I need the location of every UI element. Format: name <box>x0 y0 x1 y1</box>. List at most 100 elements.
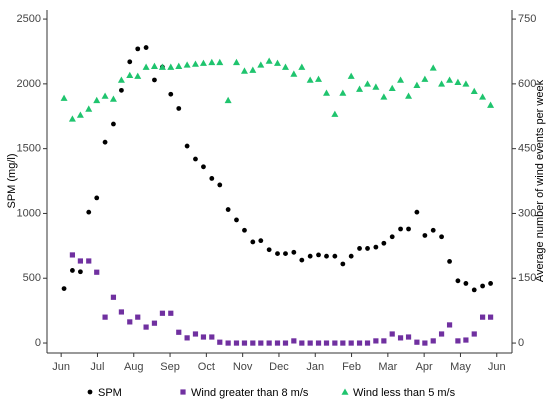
point <box>439 234 444 240</box>
point <box>299 340 305 346</box>
point <box>76 111 84 118</box>
point <box>480 283 485 289</box>
point <box>225 207 231 212</box>
y-tick-label: 2500 <box>17 13 41 25</box>
point <box>389 234 395 240</box>
point <box>373 338 379 344</box>
x-tick-label: Nov <box>233 361 253 373</box>
point <box>306 76 314 83</box>
point <box>158 63 166 70</box>
point <box>462 80 470 87</box>
point <box>168 91 174 97</box>
point <box>217 339 223 345</box>
point <box>348 253 354 259</box>
point <box>446 322 453 328</box>
y2-tick-label: 600 <box>518 78 536 90</box>
legend-marker <box>341 388 349 395</box>
point <box>258 340 264 346</box>
point <box>102 139 108 145</box>
point <box>167 63 175 70</box>
point <box>102 314 108 320</box>
y-tick-label: 1000 <box>17 207 41 219</box>
point <box>463 337 469 343</box>
point <box>389 331 395 337</box>
point <box>357 246 362 251</box>
point <box>191 60 199 67</box>
point <box>266 340 272 346</box>
point <box>168 310 174 316</box>
point <box>454 78 462 85</box>
point <box>257 61 265 68</box>
point <box>250 340 256 346</box>
y2-axis-title: Average number of wind events per week <box>534 79 546 282</box>
point <box>193 156 198 162</box>
point <box>240 67 248 74</box>
point <box>183 61 191 68</box>
point <box>381 338 387 344</box>
y-tick-label: 500 <box>23 272 41 284</box>
point <box>455 338 461 344</box>
x-tick-label: Mar <box>378 361 397 373</box>
point <box>152 77 157 83</box>
point <box>307 253 313 259</box>
x-tick-label: Apr <box>416 361 433 373</box>
point <box>184 335 190 341</box>
point <box>110 294 117 300</box>
point <box>142 63 150 70</box>
point <box>315 340 322 346</box>
point <box>380 93 388 100</box>
point <box>397 335 404 341</box>
x-tick-label: Jan <box>306 361 324 373</box>
point <box>232 58 240 66</box>
point <box>488 281 493 286</box>
point <box>471 331 477 337</box>
point <box>315 75 323 82</box>
x-tick-label: Jun <box>52 361 70 373</box>
point <box>323 89 331 96</box>
point <box>69 252 76 258</box>
point <box>143 45 149 50</box>
point <box>234 217 239 223</box>
point <box>109 95 117 102</box>
point <box>127 59 133 65</box>
x-tick-label: Jul <box>90 361 104 373</box>
point <box>192 331 199 337</box>
point <box>199 59 207 66</box>
point <box>208 58 216 66</box>
point <box>356 340 363 346</box>
point <box>61 286 67 291</box>
point <box>471 287 477 293</box>
point <box>111 121 116 127</box>
point <box>282 340 289 346</box>
legend-marker <box>87 389 93 395</box>
point <box>127 319 133 325</box>
point <box>60 94 68 101</box>
point <box>397 76 405 83</box>
point <box>414 209 420 215</box>
point <box>332 253 338 259</box>
point <box>405 334 412 340</box>
point <box>365 246 370 251</box>
point <box>340 340 346 346</box>
point <box>77 269 83 275</box>
point <box>356 85 364 92</box>
point <box>430 338 436 344</box>
point <box>94 269 100 275</box>
point <box>340 261 346 267</box>
point <box>209 334 215 340</box>
point <box>373 244 379 250</box>
y-tick-label: 2000 <box>17 78 41 90</box>
point <box>339 89 347 96</box>
y-tick-label: 1500 <box>17 143 41 155</box>
point <box>275 251 280 257</box>
point <box>331 110 339 117</box>
point <box>249 66 257 73</box>
point <box>134 72 142 79</box>
point <box>135 46 141 52</box>
x-tick-label: Aug <box>124 361 144 373</box>
point <box>241 340 248 346</box>
point <box>209 176 215 181</box>
point <box>281 63 289 70</box>
point <box>216 58 224 66</box>
point <box>217 182 223 188</box>
